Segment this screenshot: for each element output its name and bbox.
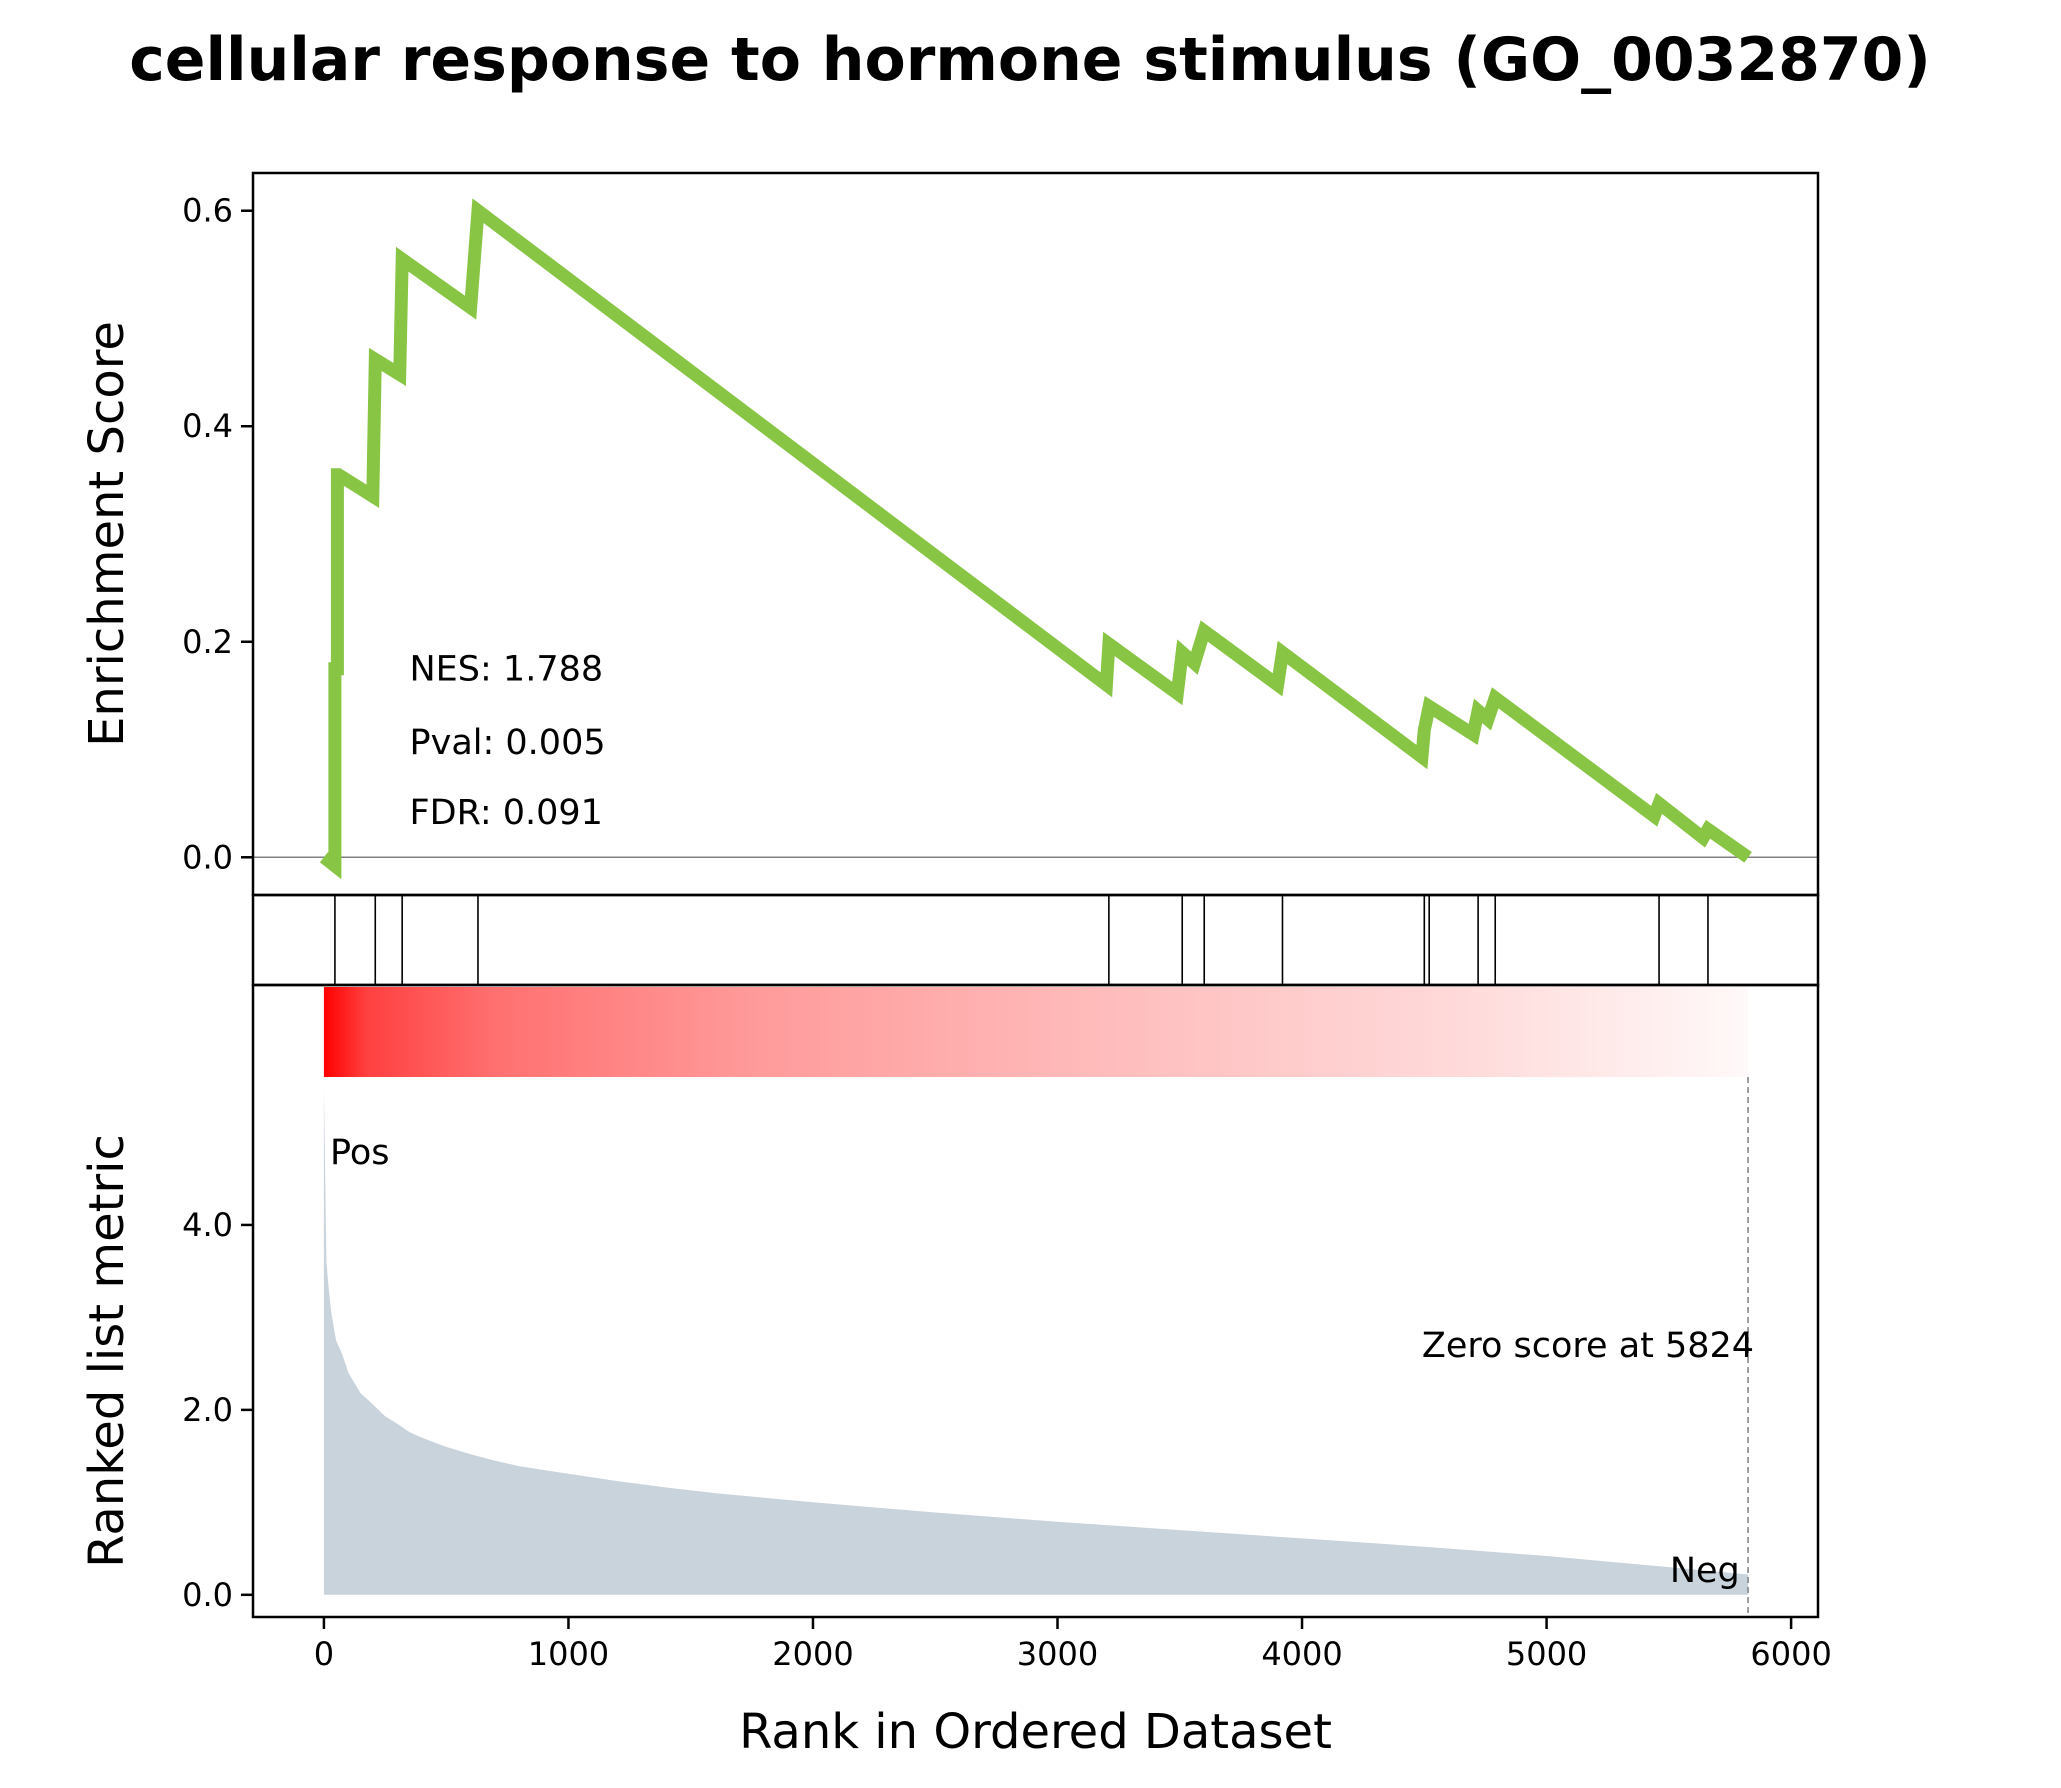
metric-y-tick-label: 2.0: [182, 1391, 233, 1429]
metric-panel-frame: [251, 983, 1820, 1619]
es-y-tick-label: 0.4: [182, 407, 233, 445]
metric-y-tick-label: 0.0: [182, 1576, 233, 1614]
metric-y-tick-label: 4.0: [182, 1206, 233, 1244]
es-y-tick-label: 0.2: [182, 623, 233, 661]
x-tick-label: 4000: [1261, 1635, 1342, 1673]
ranked-metric-panel: 0.02.04.0 0 1000 2000 3000 4000 5000 6000 Pos …: [79, 983, 1832, 1760]
es-y-tick-label: 0.6: [182, 192, 233, 230]
x-tick-label: 3000: [1017, 1635, 1098, 1673]
x-tick-label: 6000: [1750, 1635, 1831, 1673]
ranked-metric-area: [323, 1086, 1749, 1595]
x-tick-label: 0: [314, 1635, 334, 1673]
es-y-ticks: 0.0 0.2 0.4 0.6: [182, 192, 253, 876]
es-panel-frame: [251, 171, 1820, 897]
x-axis-label: Rank in Ordered Dataset: [739, 1704, 1332, 1760]
es-y-tick-label: 0.0: [182, 838, 233, 876]
rank-heatmap-bar: [323, 987, 1749, 1077]
metric-y-ticks: 0.0 2.0 4.0: [182, 1206, 253, 1614]
hits-panel: [251, 893, 1820, 987]
hit-lines: [334, 895, 1709, 985]
fdr-annotation: FDR: 0.091: [410, 793, 603, 833]
hits-panel-frame: [251, 893, 1820, 987]
enrichment-score-panel: 0.0 0.2 0.4 0.6 NES: 1.788 Pval: 0.005 FDR:…: [79, 171, 1820, 897]
pos-label: Pos: [330, 1133, 390, 1173]
enrichment-score-axis-label: Enrichment Score: [79, 321, 135, 747]
x-tick-label: 1000: [528, 1635, 609, 1673]
enrichment-score-line: [319, 198, 1752, 880]
x-tick-label: 5000: [1506, 1635, 1587, 1673]
x-tick-label: 2000: [772, 1635, 853, 1673]
zero-score-label: Zero score at 5824: [1422, 1326, 1754, 1366]
x-axis-ticks: 0 1000 2000 3000 4000 5000 6000: [314, 1617, 1832, 1673]
neg-label: Neg: [1670, 1551, 1740, 1591]
chart-title: cellular response to hormone stimulus (G…: [129, 25, 1931, 95]
ranked-list-metric-axis-label: Ranked list metric: [79, 1134, 135, 1568]
pval-annotation: Pval: 0.005: [410, 723, 606, 763]
nes-annotation: NES: 1.788: [410, 650, 604, 690]
